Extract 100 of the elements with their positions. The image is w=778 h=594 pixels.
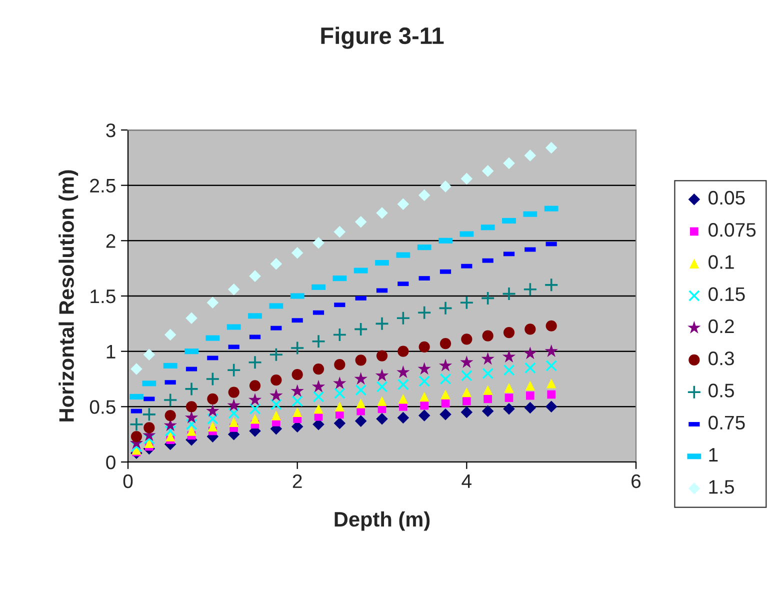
point — [482, 405, 494, 417]
point — [250, 414, 260, 424]
point — [482, 385, 493, 395]
point — [398, 394, 408, 404]
point — [334, 417, 346, 430]
point — [544, 278, 558, 292]
point — [354, 322, 368, 336]
point — [441, 399, 450, 408]
point — [460, 406, 473, 418]
point — [207, 393, 218, 404]
point — [480, 291, 495, 306]
point — [206, 404, 220, 417]
point — [163, 392, 178, 408]
point — [544, 344, 558, 357]
legend-label: 0.5 — [708, 384, 734, 398]
x-axis-title: Depth (m) — [334, 511, 430, 531]
legend-label: 0.3 — [708, 352, 734, 366]
point — [186, 401, 198, 412]
point — [397, 378, 409, 390]
point — [482, 165, 494, 177]
point — [227, 398, 240, 412]
point — [186, 418, 198, 430]
point — [462, 387, 472, 398]
point — [334, 359, 346, 370]
point — [228, 386, 240, 398]
point — [482, 368, 494, 380]
y-tick-label: 2.5 — [90, 178, 116, 193]
point — [270, 258, 282, 270]
y-tick-label: 1 — [106, 345, 116, 358]
point — [333, 376, 346, 390]
point — [546, 360, 558, 372]
legend-label: 1 — [709, 448, 718, 462]
point — [546, 378, 556, 388]
point — [354, 216, 367, 228]
point — [332, 328, 347, 342]
point — [419, 392, 430, 402]
point — [334, 226, 346, 238]
y-tick-label: 0 — [106, 455, 116, 470]
point — [376, 412, 388, 425]
point — [270, 388, 283, 402]
point — [164, 328, 176, 341]
point — [418, 375, 430, 387]
point — [269, 348, 284, 362]
point — [481, 352, 494, 365]
point — [248, 393, 262, 406]
point — [376, 380, 388, 393]
legend-label: 0.15 — [708, 287, 745, 302]
point — [376, 207, 388, 219]
point — [312, 380, 326, 392]
point — [484, 394, 492, 404]
point — [292, 407, 302, 418]
point — [228, 283, 240, 296]
point — [206, 413, 218, 425]
point — [503, 157, 515, 170]
point — [504, 382, 514, 393]
point — [226, 362, 241, 378]
point — [545, 400, 558, 413]
y-tick-label: 3 — [106, 123, 116, 138]
point — [376, 350, 388, 362]
y-tick-label: 0.5 — [90, 400, 116, 414]
legend-label: 1.5 — [709, 480, 734, 494]
point — [440, 390, 450, 400]
point — [396, 365, 410, 378]
legend-label: 0.05 — [708, 190, 745, 205]
point — [417, 305, 432, 320]
point — [270, 374, 282, 386]
point — [524, 150, 536, 162]
point — [143, 348, 156, 361]
point — [228, 408, 240, 420]
point — [524, 324, 536, 335]
point — [502, 286, 516, 301]
point — [396, 310, 410, 326]
point — [503, 364, 515, 376]
point — [524, 362, 536, 374]
legend-label: 0.75 — [708, 416, 745, 430]
y-axis-title: Horizontal Resolution (m) — [58, 170, 78, 422]
point — [503, 326, 515, 338]
point — [355, 354, 366, 366]
point — [397, 412, 410, 424]
point — [206, 296, 219, 309]
point — [144, 422, 155, 434]
point — [186, 312, 198, 324]
point — [311, 334, 326, 349]
point — [291, 246, 304, 259]
point — [334, 388, 346, 400]
point — [290, 340, 304, 356]
point — [249, 270, 261, 282]
point — [248, 355, 262, 370]
point — [420, 401, 428, 410]
point — [546, 320, 557, 332]
point — [184, 410, 198, 424]
point — [312, 236, 324, 249]
point — [418, 410, 430, 422]
point — [228, 417, 239, 428]
point — [440, 180, 452, 192]
point — [206, 372, 220, 386]
point — [165, 432, 176, 442]
point — [375, 368, 389, 382]
point — [142, 407, 156, 422]
point — [354, 415, 367, 427]
